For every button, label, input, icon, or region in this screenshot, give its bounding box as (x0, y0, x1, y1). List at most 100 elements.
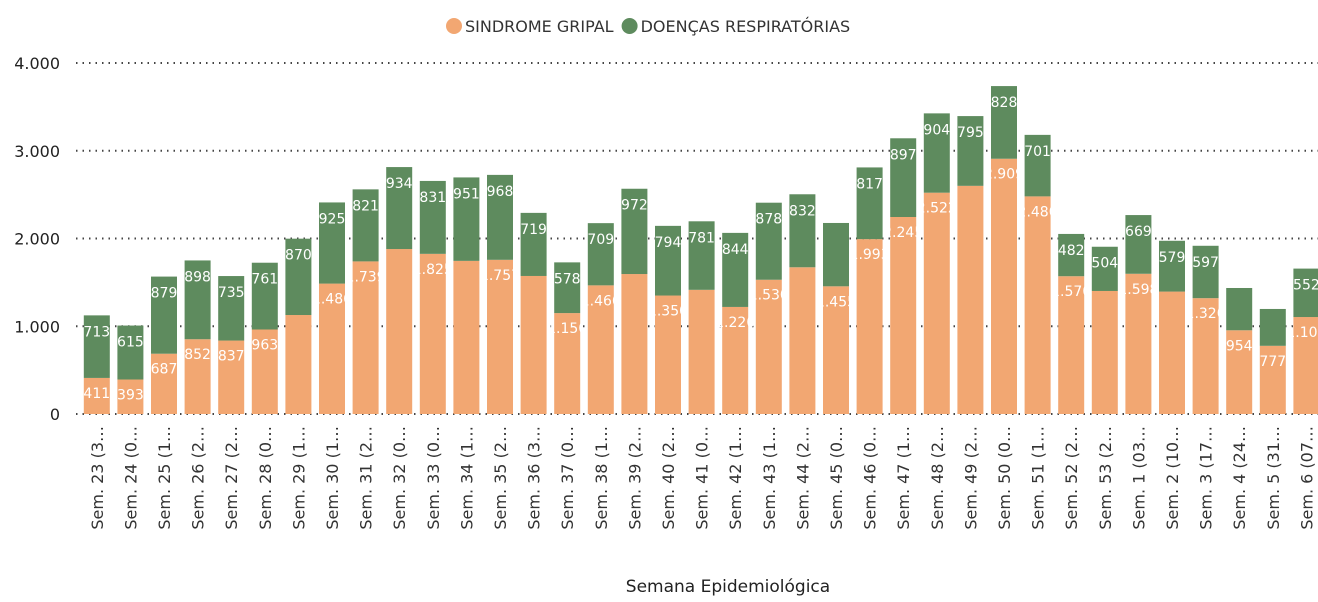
x-tick-label: Sem. 37 (0… (558, 426, 577, 530)
x-tick-label: Sem. 3 (17… (1197, 426, 1216, 530)
data-label: 852 (184, 347, 211, 363)
bar-segment (1226, 330, 1253, 414)
data-label: 2.909 (984, 167, 1024, 183)
x-tick-label: Sem. 27 (2… (222, 426, 241, 530)
bar-segment (655, 295, 681, 414)
x-tick-label: Sem. 23 (3… (88, 426, 107, 530)
x-tick-label: Sem. 31 (2… (357, 426, 376, 530)
bar-segment (453, 260, 480, 414)
data-label: 1.220 (715, 315, 755, 331)
bar-segment (1091, 290, 1118, 414)
x-tick-label: Sem. 53 (2… (1096, 426, 1115, 530)
bar-segment (520, 275, 547, 414)
x-tick-label: Sem. 47 (1… (894, 426, 913, 530)
data-label: 687 (151, 362, 178, 378)
bar-segment (991, 158, 1017, 414)
bar-segment (1058, 233, 1085, 277)
x-axis-title: Semana Epidemiológica (626, 577, 830, 597)
data-label: 898 (184, 269, 211, 285)
data-label: 897 (890, 147, 917, 163)
y-tick-label: 4.000 (14, 54, 60, 73)
bar-segment (957, 116, 984, 186)
data-label: 552 (1293, 278, 1318, 294)
bar-segment (823, 222, 849, 287)
data-label: 972 (621, 198, 648, 214)
x-tick-label: Sem. 25 (1… (155, 426, 174, 530)
x-tick-label: Sem. 6 (07… (1297, 426, 1316, 530)
x-tick-label: Sem. 44 (2… (793, 426, 812, 530)
data-label: 2.480 (1018, 204, 1058, 220)
bar-segment (856, 167, 883, 240)
x-tick-label: Sem. 43 (1… (760, 426, 779, 530)
data-label: 781 (688, 230, 715, 246)
bar-segment (1091, 246, 1118, 291)
data-label: 879 (151, 286, 178, 302)
data-label: 2.245 (883, 225, 923, 241)
data-label: 870 (285, 248, 312, 264)
data-label: 504 (1091, 256, 1118, 272)
data-label: 878 (755, 212, 782, 228)
y-tick-label: 3.000 (14, 142, 60, 161)
data-label: 828 (991, 95, 1018, 111)
bar-segment (722, 306, 749, 414)
data-label: 1.757 (480, 268, 520, 284)
bar-segment (1125, 273, 1152, 414)
bar-segment (1159, 240, 1185, 292)
data-label: 794 (655, 235, 682, 251)
bar-segment (419, 180, 446, 254)
bar-segment (554, 313, 581, 414)
x-tick-label: Sem. 2 (10… (1163, 426, 1182, 530)
bar-segment (1192, 298, 1219, 414)
data-label: 817 (856, 176, 883, 192)
x-tick-label: Sem. 33 (0… (424, 426, 443, 530)
data-label: 934 (386, 176, 413, 192)
data-label: 615 (117, 335, 144, 351)
data-label: 968 (487, 184, 514, 200)
bar-segment (755, 202, 782, 280)
x-tick-label: Sem. 36 (3… (525, 426, 544, 530)
legend-swatch (621, 18, 638, 34)
x-tick-label: Sem. 52 (2… (1062, 426, 1081, 530)
data-label: 669 (1125, 224, 1152, 240)
y-tick-label: 2.000 (14, 230, 60, 249)
bar-segment (1125, 215, 1152, 274)
bar-segment (1058, 276, 1085, 414)
bar-segment (621, 274, 648, 414)
x-tick-label: Sem. 45 (0… (827, 426, 846, 530)
bar-segment (184, 260, 211, 340)
bar-segment (789, 267, 816, 414)
data-label: 1.570 (1051, 284, 1091, 300)
legend-swatch (446, 18, 462, 34)
bar-segment (1293, 268, 1318, 318)
bar-segment (789, 194, 816, 268)
bar-segment (352, 261, 379, 414)
data-label: 777 (1259, 354, 1286, 370)
bar-segment (184, 339, 211, 414)
bar-segment (83, 377, 110, 414)
x-tick-label: Sem. 28 (0… (256, 426, 275, 530)
data-label: 1.993 (850, 247, 890, 263)
data-label: 795 (957, 125, 984, 141)
data-label: 1.825 (413, 262, 453, 278)
y-tick-label: 1.000 (14, 317, 60, 336)
x-tick-label: Sem. 49 (2… (961, 426, 980, 530)
data-label: 832 (789, 203, 816, 219)
data-label: 701 (1024, 144, 1051, 160)
data-label: 482 (1058, 243, 1085, 259)
bar-segment (285, 315, 312, 414)
data-label: 954 (1226, 338, 1253, 354)
bar-segment (688, 221, 715, 290)
x-tick-label: Sem. 32 (0… (390, 426, 409, 530)
bar-segment (1024, 134, 1051, 197)
data-label: 597 (1192, 255, 1219, 271)
x-tick-label: Sem. 40 (2… (659, 426, 678, 530)
bar-segment (957, 185, 984, 414)
bar-segment (587, 223, 614, 286)
x-tick-label: Sem. 39 (2… (625, 426, 644, 530)
bar-segment (151, 353, 177, 414)
data-label: 1.466 (581, 293, 621, 309)
bar-segment (823, 286, 849, 414)
data-label: 1.486 (312, 292, 352, 308)
x-tick-label: Sem. 46 (0… (861, 426, 880, 530)
data-label: 837 (218, 349, 245, 365)
